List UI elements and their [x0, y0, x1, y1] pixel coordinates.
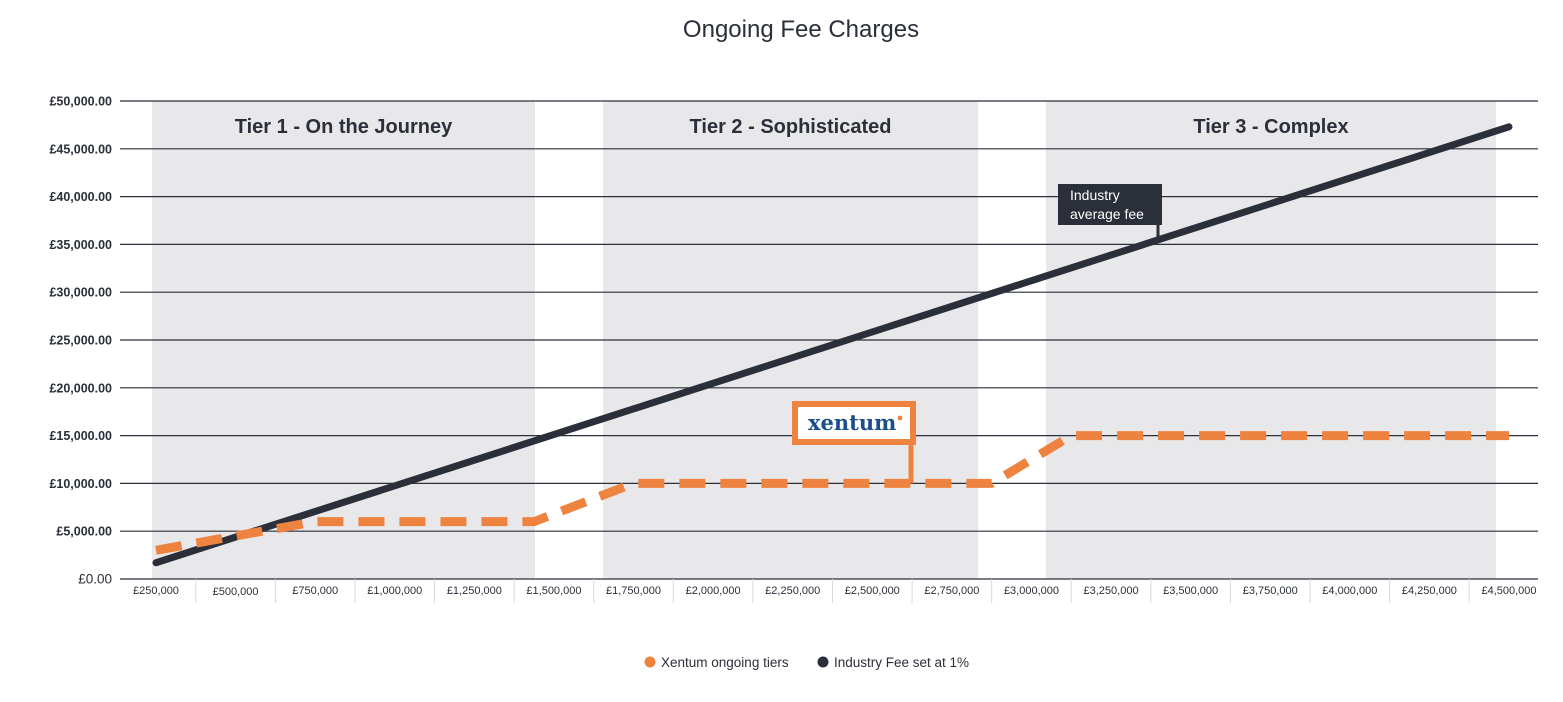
legend-label: Xentum ongoing tiers — [661, 655, 789, 670]
industry-callout-text: average fee — [1070, 206, 1144, 222]
x-tick-label: £4,500,000 — [1481, 585, 1536, 597]
x-axis: £250,000 £500,000 £750,000 £1,000,000 £1,250… — [120, 578, 1538, 603]
annotations: Industry average fee xentum — [792, 184, 1162, 484]
legend: Xentum ongoing tiers Industry Fee set at … — [644, 655, 969, 670]
y-tick-label: £20,000.00 — [49, 381, 112, 395]
x-tick-label: £250,000 — [133, 585, 179, 597]
tier-label-3: Tier 3 - Complex — [1193, 116, 1348, 138]
y-tick-label: £50,000.00 — [49, 95, 112, 109]
x-tick-label: £1,000,000 — [367, 585, 422, 597]
legend-label: Industry Fee set at 1% — [834, 655, 969, 670]
y-tick-label: £40,000.00 — [49, 190, 112, 204]
y-tick-label: £30,000.00 — [49, 286, 112, 300]
x-tick-label: £3,000,000 — [1004, 585, 1059, 597]
series-lines — [152, 123, 1513, 567]
industry-callout-box — [1058, 184, 1162, 225]
legend-marker — [644, 656, 656, 668]
x-tick-label: £2,500,000 — [845, 585, 900, 597]
y-tick-label: £0.00 — [78, 572, 112, 587]
xentum-logo-dot — [897, 415, 903, 421]
x-tick-label: £1,500,000 — [526, 585, 581, 597]
legend-marker — [817, 656, 829, 668]
y-tick-label: £10,000.00 — [49, 477, 112, 491]
xentum-logo: xentum — [808, 410, 896, 435]
x-tick-label: £2,250,000 — [765, 585, 820, 597]
x-tick-label: £1,250,000 — [447, 585, 502, 597]
chart-title: Ongoing Fee Charges — [683, 16, 919, 43]
x-tick-label: £500,000 — [213, 586, 259, 598]
industry-callout-text: Industry — [1070, 187, 1120, 203]
y-tick-label: £35,000.00 — [49, 238, 112, 252]
tier-label-2: Tier 2 - Sophisticated — [690, 116, 892, 138]
x-tick-label: £4,250,000 — [1402, 585, 1457, 597]
y-axis: £0.00 £5,000.00 £10,000.00 £15,000.00 £20,00… — [49, 95, 112, 587]
x-tick-label: £2,750,000 — [924, 585, 979, 597]
x-tick-label: £1,750,000 — [606, 585, 661, 597]
x-tick-label: £3,750,000 — [1243, 585, 1298, 597]
tier-label-1: Tier 1 - On the Journey — [235, 116, 453, 138]
y-tick-label: £45,000.00 — [49, 142, 112, 156]
x-tick-label: £750,000 — [292, 585, 338, 597]
x-tick-label: £4,000,000 — [1322, 585, 1377, 597]
x-tick-label: £2,000,000 — [686, 585, 741, 597]
xentum-logo-box — [792, 401, 916, 445]
y-tick-label: £15,000.00 — [49, 429, 112, 443]
y-tick-label: £5,000.00 — [56, 525, 112, 539]
x-tick-label: £3,500,000 — [1163, 585, 1218, 597]
y-tick-label: £25,000.00 — [49, 334, 112, 348]
series-industry-fee-line — [152, 123, 1513, 567]
x-tick-label: £3,250,000 — [1084, 585, 1139, 597]
